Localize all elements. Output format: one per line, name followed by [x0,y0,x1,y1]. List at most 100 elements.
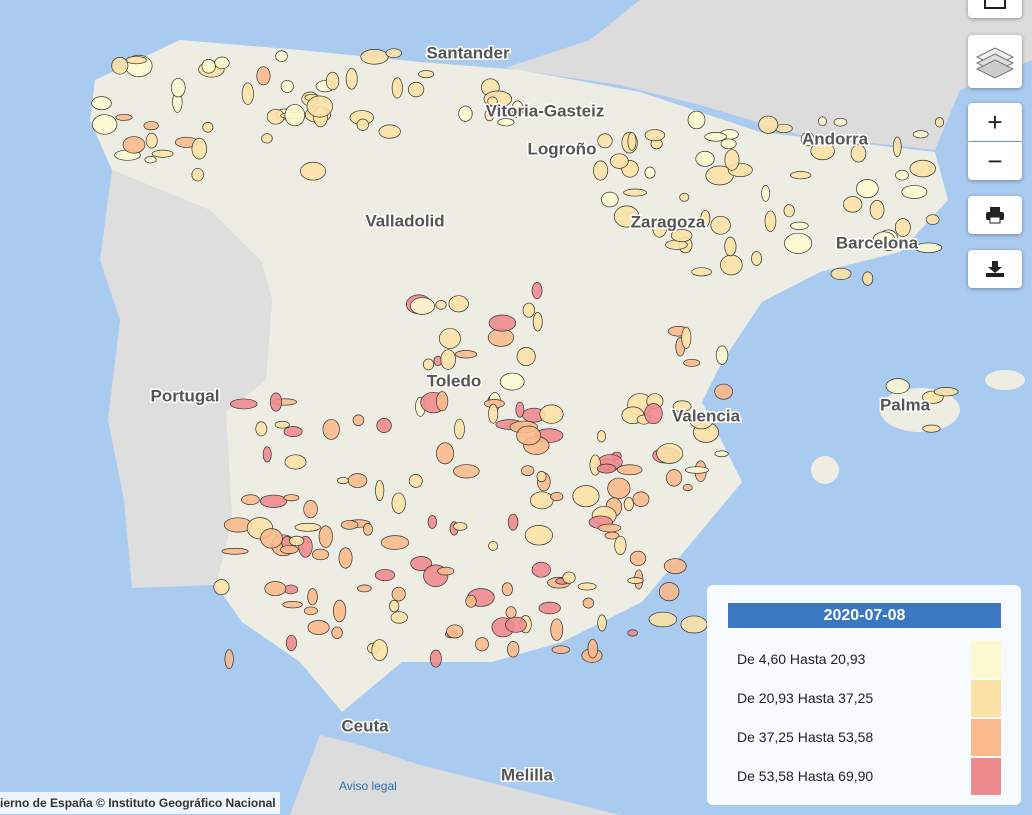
legend-title: 2020-07-08 [728,603,1001,628]
region-patch [145,132,158,149]
region-patch [720,254,743,276]
region-patch [644,166,656,179]
region-patch [465,594,477,608]
region-patch [758,115,779,134]
region-patch [331,626,343,639]
ruler-button[interactable] [968,0,1022,18]
legend-label: De 37,25 Hasta 53,58 [737,729,874,745]
region-patch [577,582,597,591]
region-patch [582,597,595,609]
region-patch [221,547,249,555]
region-patch [345,68,358,90]
region-patch [892,136,902,157]
region-patch [597,133,613,149]
region-patch [710,215,731,235]
region-patch [644,403,663,425]
region-patch [695,150,715,167]
region-patch [352,414,365,427]
legend-label: De 20,93 Hasta 37,25 [737,690,874,706]
region-patch [895,169,909,181]
region-patch [409,297,435,315]
region-patch [616,464,643,476]
legend: 2020-07-08 De 4,60 Hasta 20,93 De 20,93 H… [707,585,1021,805]
region-patch [665,469,683,487]
legal-link[interactable]: Aviso legal [339,779,397,793]
region-patch [91,96,112,111]
region-patch [784,232,813,254]
region-patch [385,48,402,58]
city-label: Vitoria-Gasteiz [486,101,605,120]
attribution: ierno de España © Instituto Geográfico N… [0,792,280,814]
city-label: Melilla [501,765,554,784]
region-patch [438,328,461,349]
region-patch [810,142,835,161]
region-patch [843,196,863,213]
region-patch [170,77,186,98]
region-patch [922,424,941,433]
region-patch [497,118,515,127]
region-patch [761,185,771,202]
layers-button[interactable] [968,35,1022,88]
island [985,370,1025,390]
region-patch [901,185,928,199]
region-patch [306,95,333,118]
region-patch [303,500,318,519]
region-patch [294,522,321,532]
region-patch [452,522,468,531]
region-patch [593,160,609,181]
print-button[interactable] [968,196,1022,234]
region-patch [687,110,706,130]
region-patch [300,161,326,181]
region-patch [536,471,547,483]
region-patch [304,606,318,616]
region-patch [454,350,478,359]
region-patch [125,56,147,65]
region-patch [454,418,465,440]
city-label: Santander [426,43,510,62]
region-patch [597,614,607,632]
download-button[interactable] [968,250,1022,288]
city-label: Logroño [528,139,597,158]
region-patch [376,418,392,433]
region-patch [505,616,527,633]
region-patch [285,634,297,652]
region-patch [284,104,306,127]
region-patch [613,205,640,228]
region-patch [833,117,848,127]
region-patch [532,312,543,332]
region-patch [596,430,606,443]
region-patch [274,420,290,429]
region-patch [435,300,447,310]
region-patch [933,387,959,397]
region-patch [925,214,940,225]
region-patch [275,50,288,62]
region-patch [830,267,852,280]
region-patch [658,582,680,602]
region-patch [453,464,480,479]
region-patch [284,584,299,595]
region-patch [280,544,299,555]
region-patch [700,210,711,227]
region-patch [850,144,867,163]
region-patch [488,314,517,332]
legend-label: De 53,58 Hasta 69,90 [737,768,874,784]
region-patch [652,218,667,238]
region-patch [241,494,260,505]
region-patch [817,116,828,127]
region-patch [714,383,733,400]
region-patch [458,105,473,122]
region-patch [894,218,911,237]
region-patch [531,561,551,578]
region-patch [764,210,777,232]
region-patch [436,442,455,465]
zoom-in-button[interactable]: + [968,103,1022,141]
zoom-out-button[interactable]: − [968,142,1022,180]
region-patch [627,132,637,151]
region-patch [648,611,678,628]
region-patch [680,615,708,634]
region-patch [151,149,174,158]
region-patch [684,466,710,474]
region-patch [374,569,395,582]
region-patch [260,528,283,549]
